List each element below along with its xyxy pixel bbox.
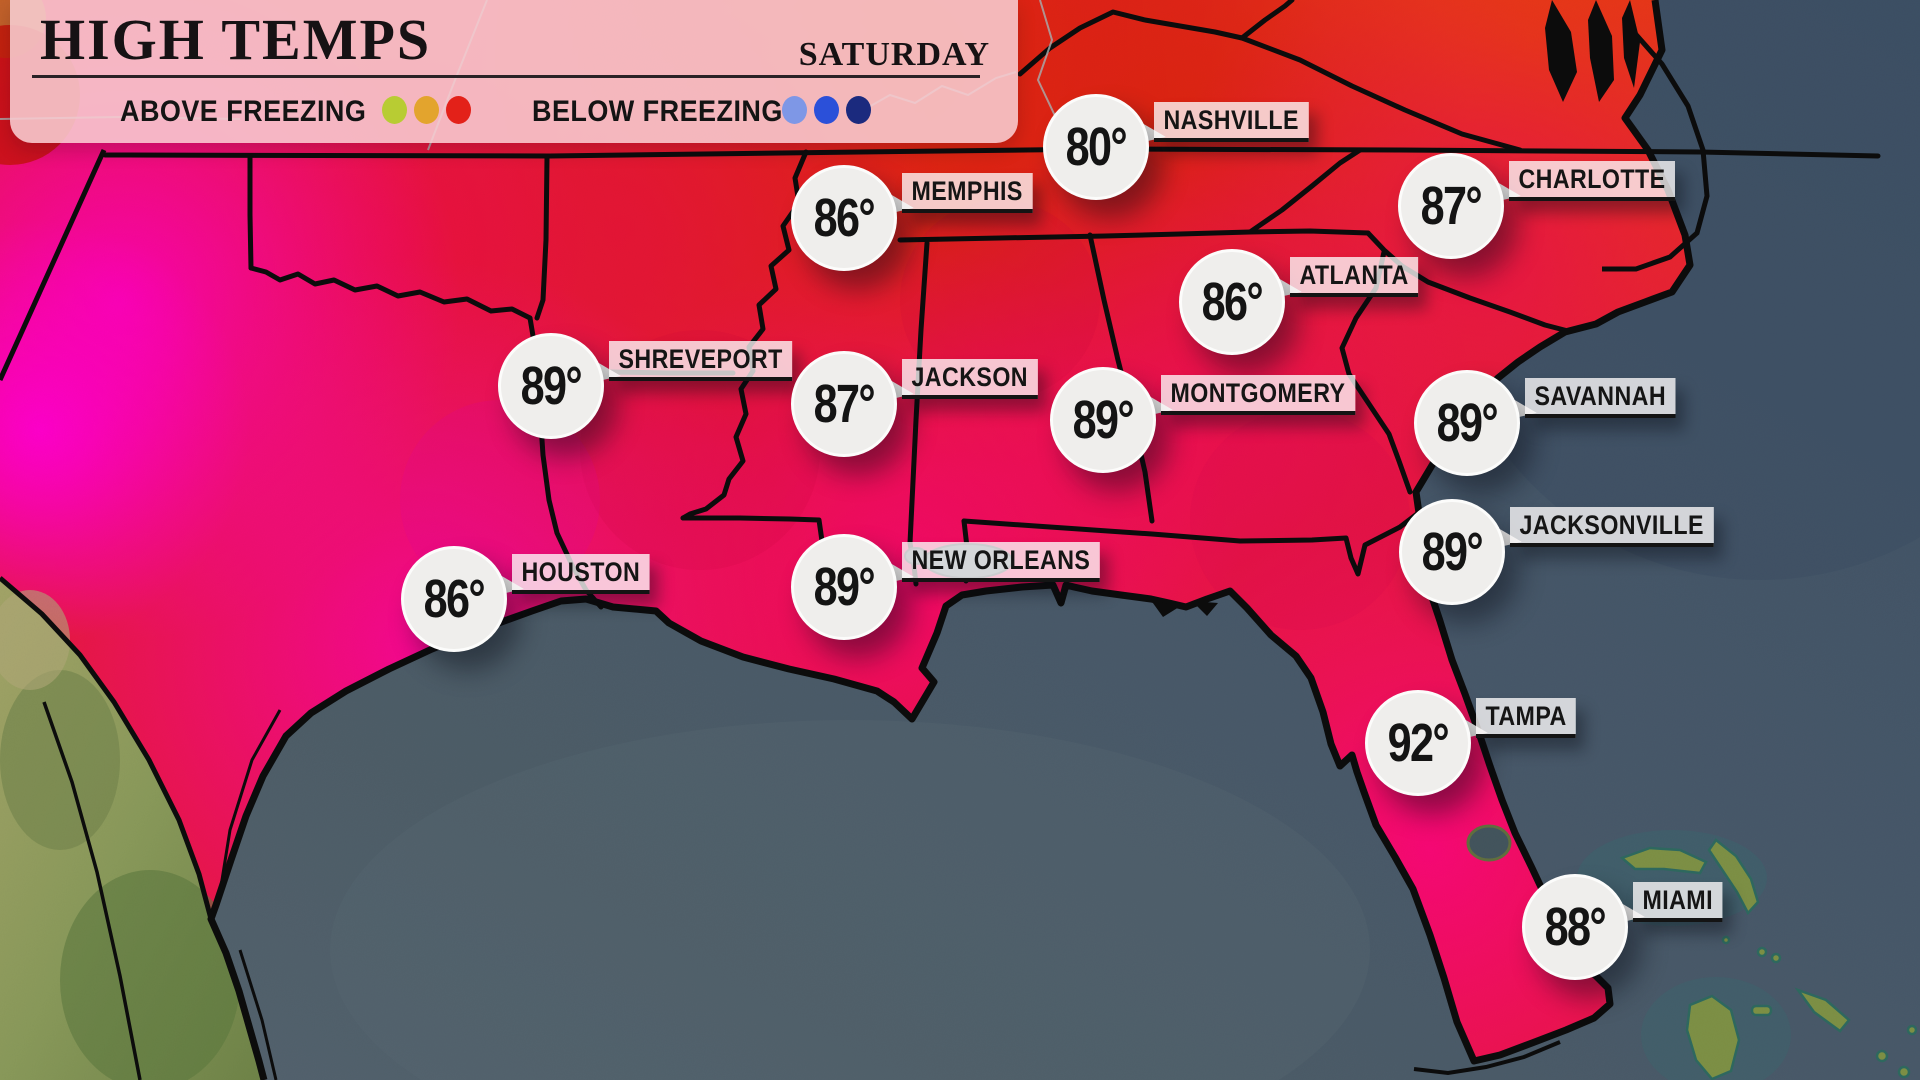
legend-above-freezing-dots <box>382 96 471 124</box>
temperature-bubble: 89° <box>1414 370 1520 476</box>
city-marker-houston: 86° HOUSTON <box>401 546 650 652</box>
legend-dot-warm-1 <box>382 96 407 124</box>
temperature-bubble: 87° <box>1398 153 1504 259</box>
city-label: NEW ORLEANS <box>902 542 1100 582</box>
temperature-bubble: 89° <box>498 333 604 439</box>
legend-dot-cold-1 <box>782 96 807 124</box>
city-label: NASHVILLE <box>1154 102 1309 142</box>
city-marker-jackson: 87° JACKSON <box>791 351 1038 457</box>
city-marker-montgomery: 89° MONTGOMERY <box>1050 367 1355 473</box>
temperature-legend: ABOVE FREEZING BELOW FREEZING <box>10 92 1018 130</box>
city-label: MONTGOMERY <box>1161 375 1355 415</box>
legend-dot-warm-2 <box>414 96 439 124</box>
city-marker-jacksonville: 89° JACKSONVILLE <box>1399 499 1714 605</box>
legend-dot-warm-3 <box>446 96 471 124</box>
city-label: ATLANTA <box>1290 257 1419 297</box>
temperature-bubble: 89° <box>1399 499 1505 605</box>
city-label: MIAMI <box>1633 882 1723 922</box>
temperature-bubble: 89° <box>1050 367 1156 473</box>
city-marker-memphis: 86° MEMPHIS <box>791 165 1033 271</box>
city-label: SHREVEPORT <box>609 341 793 381</box>
temperature-bubble: 86° <box>1179 249 1285 355</box>
city-label: JACKSONVILLE <box>1510 507 1714 547</box>
temperature-bubble: 89° <box>791 534 897 640</box>
city-label: JACKSON <box>902 359 1038 399</box>
header-panel: HIGH TEMPS SATURDAY ABOVE FREEZING BELOW… <box>10 0 1018 143</box>
city-marker-new-orleans: 89° NEW ORLEANS <box>791 534 1100 640</box>
city-marker-atlanta: 86° ATLANTA <box>1179 249 1419 355</box>
city-label: TAMPA <box>1476 698 1577 738</box>
city-marker-shreveport: 89° SHREVEPORT <box>498 333 793 439</box>
temperature-bubble: 86° <box>401 546 507 652</box>
temperature-bubble: 86° <box>791 165 897 271</box>
legend-below-freezing-label: BELOW FREEZING <box>532 95 783 128</box>
forecast-day: SATURDAY <box>798 36 990 73</box>
city-marker-nashville: 80° NASHVILLE <box>1043 94 1309 200</box>
city-marker-tampa: 92° TAMPA <box>1365 690 1577 796</box>
city-label: HOUSTON <box>512 554 650 594</box>
city-marker-miami: 88° MIAMI <box>1522 874 1723 980</box>
city-label: SAVANNAH <box>1525 378 1676 418</box>
city-label: MEMPHIS <box>902 173 1033 213</box>
legend-dot-cold-2 <box>814 96 839 124</box>
city-label: CHARLOTTE <box>1509 161 1675 201</box>
title-underline <box>32 75 980 78</box>
temperature-bubble: 92° <box>1365 690 1471 796</box>
temperature-bubble: 80° <box>1043 94 1149 200</box>
legend-above-freezing-label: ABOVE FREEZING <box>120 95 367 128</box>
city-marker-savannah: 89° SAVANNAH <box>1414 370 1676 476</box>
legend-dot-cold-3 <box>846 96 871 124</box>
legend-below-freezing-dots <box>782 96 871 124</box>
page-title: HIGH TEMPS <box>40 7 432 72</box>
temperature-bubble: 87° <box>791 351 897 457</box>
temperature-bubble: 88° <box>1522 874 1628 980</box>
city-marker-charlotte: 87° CHARLOTTE <box>1398 153 1675 259</box>
